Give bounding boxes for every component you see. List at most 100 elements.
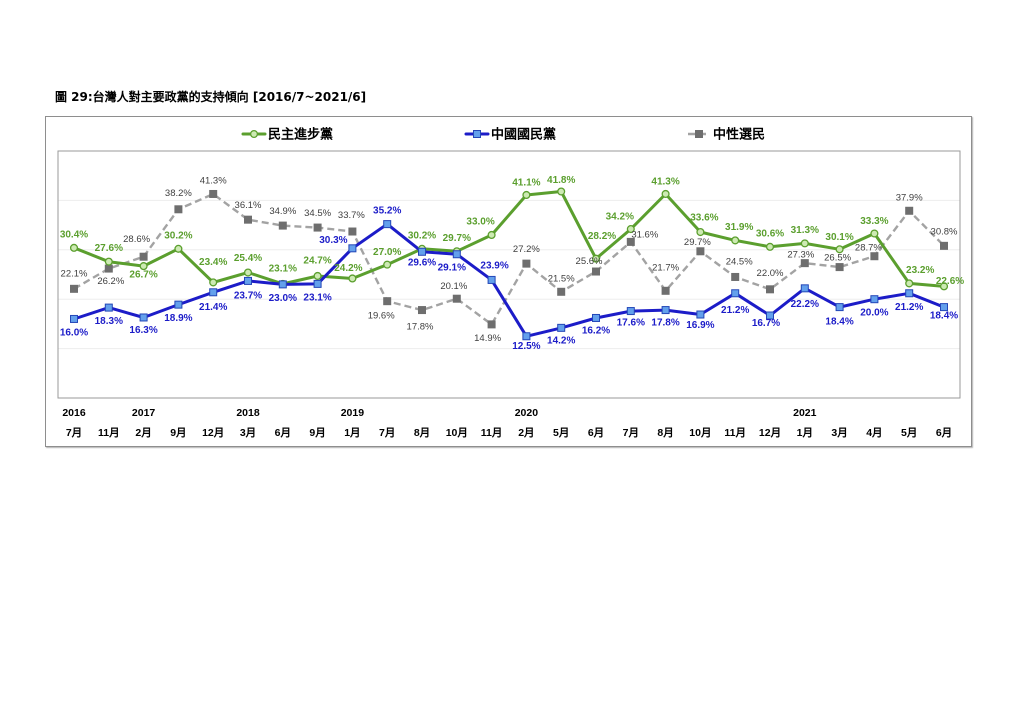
data-label-kmt: 23.7% xyxy=(234,290,262,301)
data-point-dpp xyxy=(522,190,531,200)
x-month-label: 12月 xyxy=(202,427,224,439)
data-point-neutral xyxy=(557,287,566,296)
data-labels-dpp: 30.4% 27.6% 26.7% 30.2% 23.4% 25.4% 23.1% 24.7%… xyxy=(60,175,964,287)
data-label-neutral: 20.1% xyxy=(440,281,467,292)
data-point-kmt xyxy=(487,275,496,284)
series-line-dpp xyxy=(72,190,946,288)
data-label-kmt: 18.3% xyxy=(95,316,123,327)
data-label-dpp: 33.0% xyxy=(466,216,494,227)
data-label-neutral: 30.8% xyxy=(931,226,958,237)
data-point-kmt xyxy=(452,250,461,259)
data-label-kmt: 16.9% xyxy=(686,320,714,331)
data-point-neutral xyxy=(139,252,148,261)
data-point-kmt xyxy=(905,289,914,298)
data-label-dpp: 41.3% xyxy=(651,176,679,187)
data-point-kmt xyxy=(557,323,566,332)
x-axis: 2016 7月 11月 2017 2月 9月 12月 2018 3月 6月 9月 2019 1月 7月 8月… xyxy=(62,407,952,439)
data-point-kmt xyxy=(696,310,705,319)
data-point-neutral xyxy=(278,221,287,230)
data-point-kmt xyxy=(522,332,531,341)
data-point-neutral xyxy=(244,215,252,224)
data-label-kmt: 17.6% xyxy=(617,318,645,329)
x-year-label: 2016 xyxy=(62,407,86,419)
data-label-kmt: 30.3% xyxy=(319,235,347,246)
data-label-kmt: 16.7% xyxy=(752,318,780,329)
data-point-neutral xyxy=(209,189,218,198)
data-point-neutral xyxy=(487,320,496,329)
data-point-neutral xyxy=(940,241,948,250)
data-point-kmt xyxy=(870,295,879,304)
data-point-neutral xyxy=(522,259,531,268)
data-label-kmt: 23.1% xyxy=(303,292,331,303)
x-month-label: 9月 xyxy=(170,427,186,439)
data-point-neutral xyxy=(383,297,392,306)
data-label-dpp: 31.3% xyxy=(791,225,819,236)
x-month-label: 2月 xyxy=(518,427,534,439)
x-month-label: 3月 xyxy=(831,427,847,439)
legend-item-neutral: 中性選民 xyxy=(688,127,765,142)
data-label-kmt: 17.8% xyxy=(651,318,679,329)
data-point-neutral xyxy=(70,284,78,293)
x-month-label: 1月 xyxy=(344,427,360,439)
legend-label-dpp: 民主進步黨 xyxy=(268,127,333,142)
x-month-label: 11月 xyxy=(724,427,746,439)
data-point-kmt xyxy=(418,247,426,256)
x-month-label: 8月 xyxy=(657,427,673,439)
series-line-kmt xyxy=(72,222,946,338)
data-point-kmt xyxy=(661,306,670,315)
x-month-label: 5月 xyxy=(553,427,569,439)
data-labels-neutral: 22.1% 26.2% 28.6% 38.2% 41.3% 36.1% 34.9% 34.5%… xyxy=(61,175,958,343)
data-label-dpp: 27.0% xyxy=(373,247,401,258)
data-label-dpp: 30.2% xyxy=(164,230,192,241)
data-point-dpp xyxy=(209,278,218,287)
data-point-dpp xyxy=(313,271,322,281)
data-point-dpp xyxy=(696,227,705,237)
data-point-neutral xyxy=(418,306,426,315)
data-label-neutral: 28.6% xyxy=(123,234,150,245)
data-point-dpp xyxy=(626,225,635,234)
data-label-kmt: 16.3% xyxy=(129,325,157,336)
x-month-label: 7月 xyxy=(623,427,639,439)
data-label-neutral: 27.2% xyxy=(513,244,540,255)
data-point-dpp xyxy=(174,244,183,253)
data-point-kmt xyxy=(278,280,287,289)
data-label-neutral: 19.6% xyxy=(368,311,395,322)
x-month-label: 11月 xyxy=(98,427,120,439)
data-label-neutral: 34.5% xyxy=(304,208,331,219)
data-label-kmt: 18.4% xyxy=(825,317,853,328)
data-label-neutral: 26.2% xyxy=(97,276,124,287)
data-point-kmt xyxy=(626,307,635,316)
data-point-neutral xyxy=(905,206,914,215)
x-month-label: 10月 xyxy=(446,427,468,439)
data-label-dpp: 30.4% xyxy=(60,229,88,240)
data-point-neutral xyxy=(313,223,322,232)
data-point-dpp xyxy=(487,230,496,240)
data-label-neutral: 37.9% xyxy=(896,192,923,203)
data-point-neutral xyxy=(696,247,705,256)
data-point-kmt xyxy=(313,279,322,288)
legend-marker-kmt xyxy=(473,130,481,138)
data-point-dpp xyxy=(139,262,148,271)
x-month-label: 6月 xyxy=(588,427,604,439)
data-label-neutral: 25.6% xyxy=(576,256,603,267)
data-label-dpp: 34.2% xyxy=(606,212,634,223)
x-month-label: 2月 xyxy=(135,427,151,439)
data-label-kmt: 21.4% xyxy=(199,302,227,313)
data-point-neutral xyxy=(104,264,113,273)
data-point-dpp xyxy=(104,257,113,266)
data-point-neutral xyxy=(626,237,635,246)
data-label-kmt: 35.2% xyxy=(373,206,401,217)
data-label-kmt: 23.9% xyxy=(480,260,508,271)
data-point-kmt xyxy=(244,276,252,285)
data-label-neutral: 38.2% xyxy=(165,188,192,199)
legend-marker-neutral xyxy=(695,130,703,138)
data-label-neutral: 29.7% xyxy=(684,237,711,248)
data-label-dpp: 31.9% xyxy=(725,222,753,233)
markers-dpp xyxy=(69,187,949,291)
data-point-dpp xyxy=(591,254,601,263)
data-label-kmt: 29.6% xyxy=(408,257,436,268)
data-label-neutral: 31.6% xyxy=(631,229,658,240)
legend-label-kmt: 中國國民黨 xyxy=(491,127,556,142)
data-label-kmt: 22.2% xyxy=(791,299,819,310)
x-month-label: 1月 xyxy=(797,427,813,439)
